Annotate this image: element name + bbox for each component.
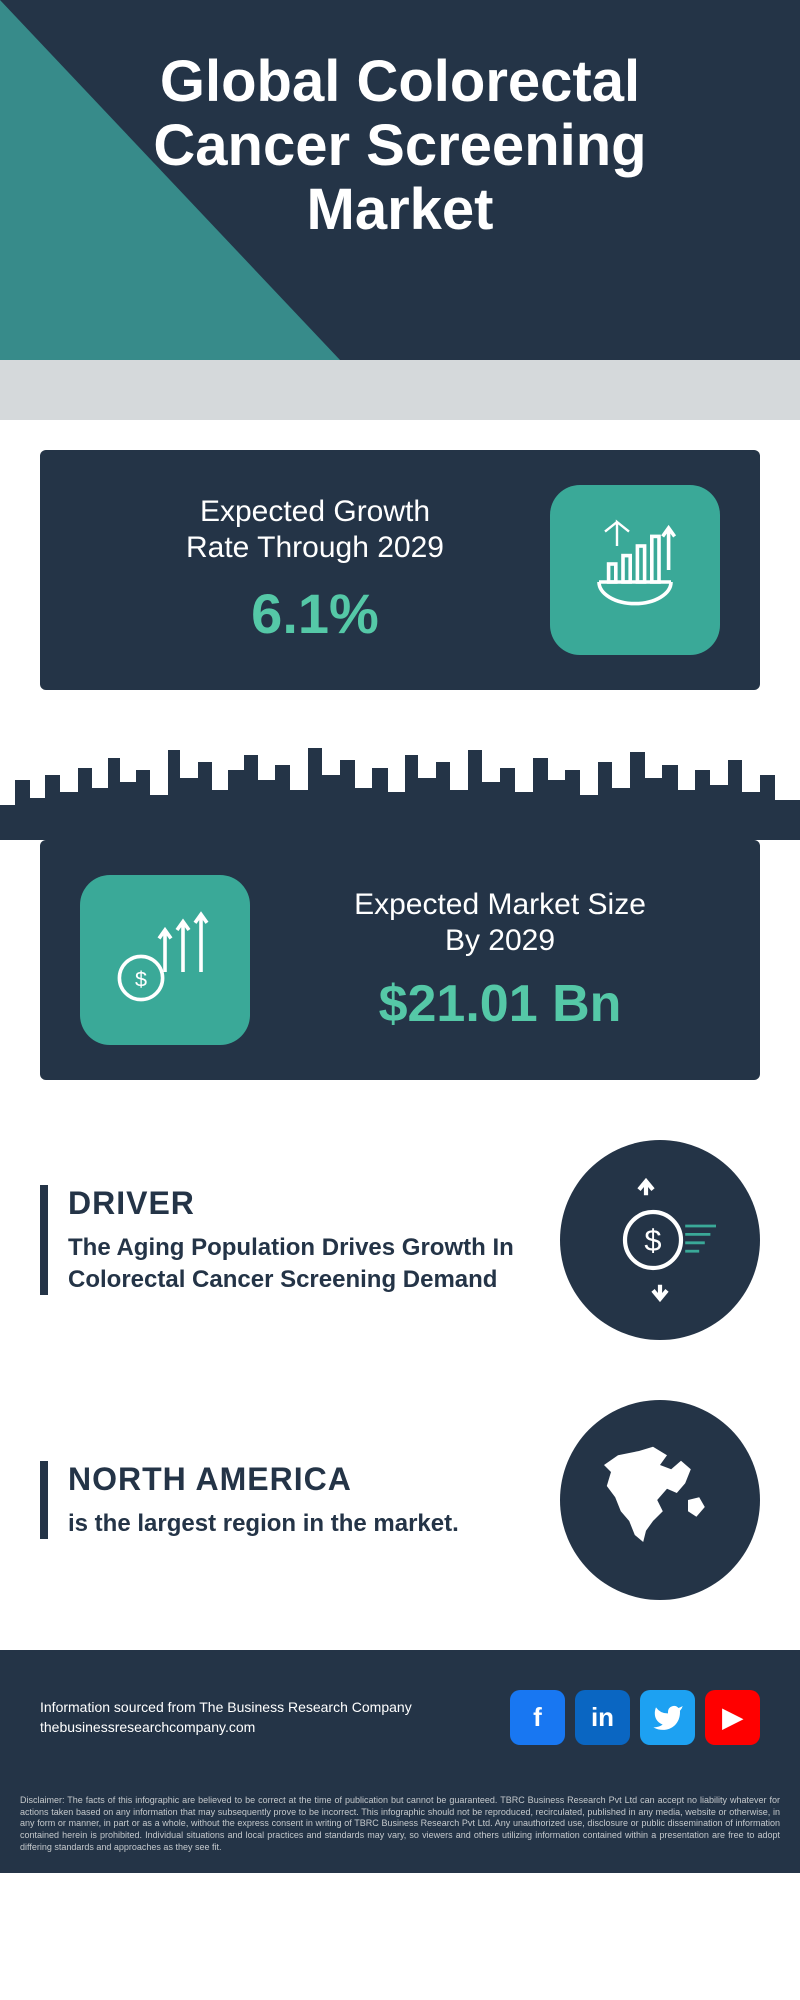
growth-rate-text: Expected Growth Rate Through 2029 6.1%	[80, 494, 550, 646]
market-size-card: $ Expected Market Size By 2029 $21.01 Bn	[40, 840, 760, 1080]
social-icons-row: f in ▶	[510, 1690, 760, 1745]
driver-body: The Aging Population Drives Growth In Co…	[68, 1232, 530, 1294]
title-line-3: Market	[307, 177, 494, 242]
youtube-icon[interactable]: ▶	[705, 1690, 760, 1745]
twitter-icon[interactable]	[640, 1690, 695, 1745]
svg-text:$: $	[135, 966, 147, 991]
source-line-1: Information sourced from The Business Re…	[40, 1699, 412, 1715]
driver-section: DRIVER The Aging Population Drives Growt…	[40, 1120, 760, 1360]
driver-text: DRIVER The Aging Population Drives Growt…	[40, 1185, 530, 1294]
market-size-text: Expected Market Size By 2029 $21.01 Bn	[280, 887, 720, 1034]
driver-icon: $	[560, 1140, 760, 1340]
header-grey-band	[0, 360, 800, 420]
region-body: is the largest region in the market.	[68, 1508, 530, 1539]
header-banner: Global Colorectal Cancer Screening Marke…	[0, 0, 800, 420]
growth-rate-card: Expected Growth Rate Through 2029 6.1%	[40, 450, 760, 690]
market-label-line-1: Expected Market Size	[354, 888, 646, 921]
growth-rate-value: 6.1%	[80, 581, 550, 646]
growth-label-line-2: Rate Through 2029	[186, 531, 444, 564]
page-title: Global Colorectal Cancer Screening Marke…	[0, 50, 800, 241]
footer-content: Information sourced from The Business Re…	[40, 1690, 760, 1745]
driver-title: DRIVER	[68, 1185, 530, 1222]
market-size-value: $21.01 Bn	[280, 974, 720, 1034]
region-section: NORTH AMERICA is the largest region in t…	[40, 1380, 760, 1620]
facebook-icon[interactable]: f	[510, 1690, 565, 1745]
linkedin-icon[interactable]: in	[575, 1690, 630, 1745]
city-skyline-decoration	[0, 720, 800, 840]
title-line-2: Cancer Screening	[153, 113, 646, 178]
title-line-1: Global Colorectal	[160, 49, 640, 114]
footer: Information sourced from The Business Re…	[0, 1650, 800, 1785]
disclaimer: Disclaimer: The facts of this infographi…	[0, 1785, 800, 1873]
region-title: NORTH AMERICA	[68, 1461, 530, 1498]
growth-label-line-1: Expected Growth	[200, 495, 430, 528]
growth-chart-icon	[550, 485, 720, 655]
source-line-2: thebusinessresearchcompany.com	[40, 1719, 255, 1735]
footer-source-text: Information sourced from The Business Re…	[40, 1698, 412, 1737]
market-label-line-2: By 2029	[445, 924, 555, 957]
market-growth-icon: $	[80, 875, 250, 1045]
region-text: NORTH AMERICA is the largest region in t…	[40, 1461, 530, 1539]
svg-text:$: $	[644, 1223, 661, 1258]
north-america-map-icon	[560, 1400, 760, 1600]
